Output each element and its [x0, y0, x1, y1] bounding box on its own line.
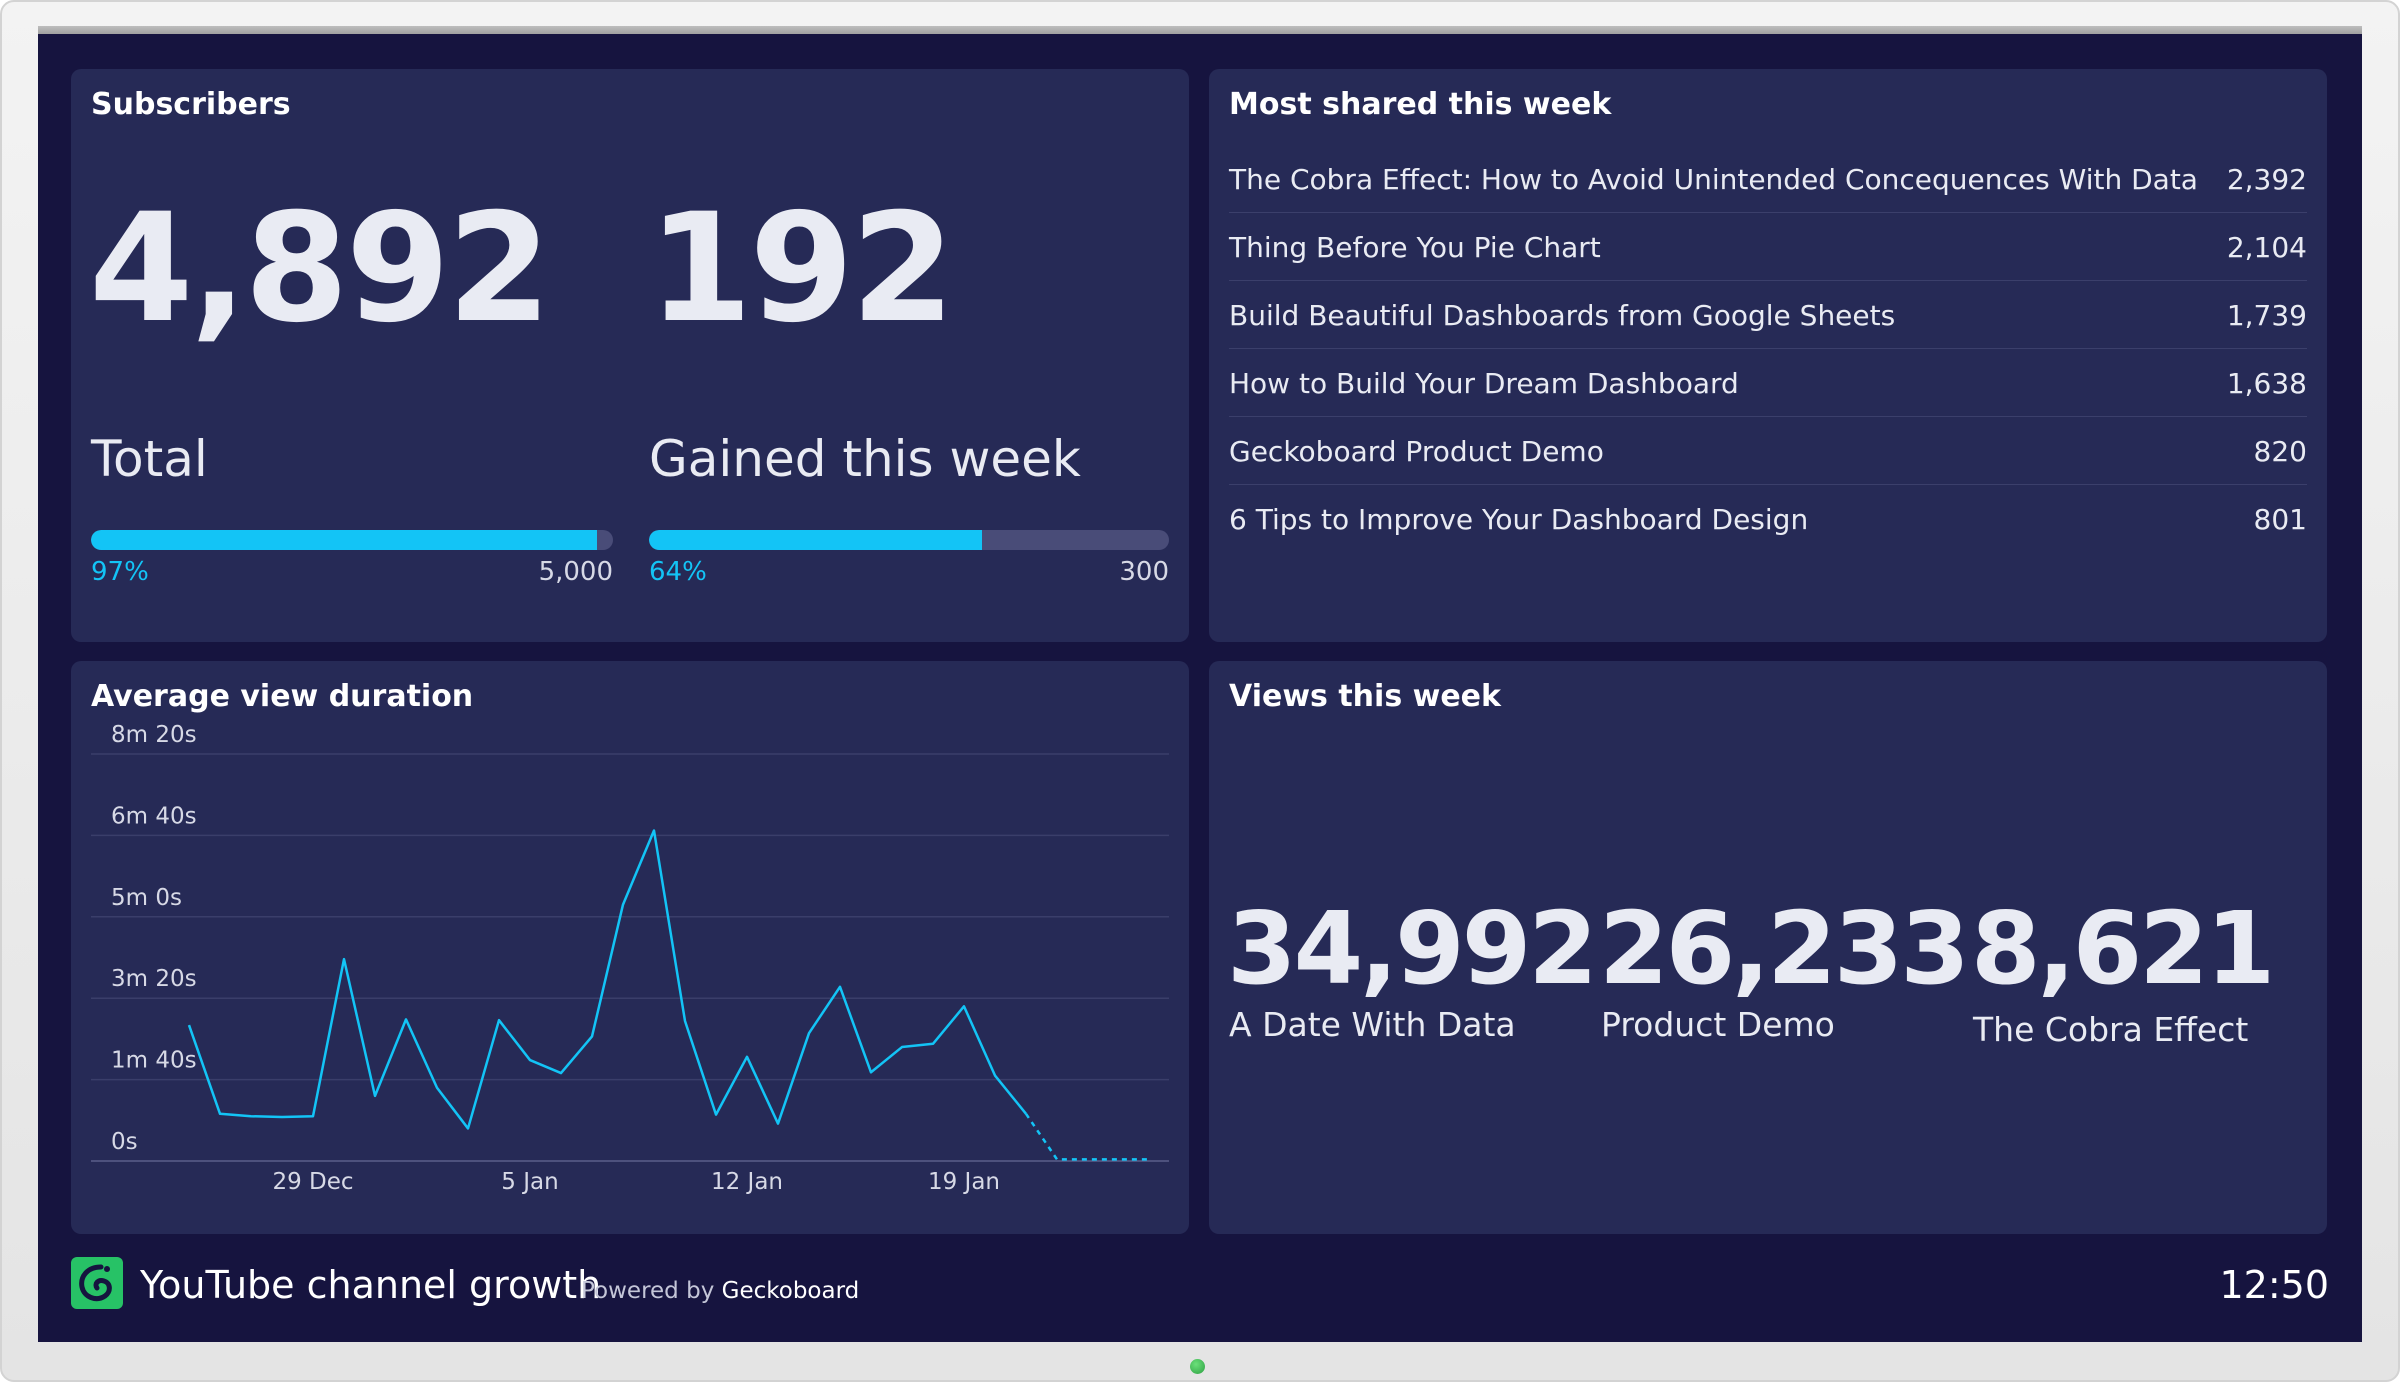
gained-progress-percent: 64% — [649, 557, 707, 587]
total-subscribers-label: Total — [91, 430, 208, 488]
tv-top-edge — [38, 26, 2362, 36]
views-label-0: A Date With Data — [1229, 1005, 1516, 1044]
y-tick-label: 6m 40s — [111, 803, 197, 829]
list-item[interactable]: Build Beautiful Dashboards from Google S… — [1229, 281, 2307, 349]
shared-item-count: 1,638 — [2226, 367, 2307, 400]
list-item[interactable]: Geckoboard Product Demo 820 — [1229, 417, 2307, 485]
shared-item-title: Geckoboard Product Demo — [1229, 435, 1604, 468]
dashboard-title: YouTube channel growth — [140, 1263, 602, 1307]
avg-view-duration-chart: 0s 1m 40s 3m 20s 5m 0s 6m 40s 8m 20s 29 Dec 5 J… — [91, 722, 1169, 1195]
views-this-week-title: Views this week — [1229, 679, 1501, 714]
views-label-2: The Cobra Effect — [1973, 1010, 2249, 1049]
x-tick-label: 29 Dec — [272, 1169, 353, 1195]
list-item[interactable]: Thing Before You Pie Chart 2,104 — [1229, 213, 2307, 281]
shared-item-title: Thing Before You Pie Chart — [1229, 231, 1601, 264]
power-led — [1190, 1359, 1205, 1374]
total-progress-percent: 97% — [91, 557, 149, 587]
series-line — [187, 829, 1027, 1130]
powered-by: Powered by Geckoboard — [581, 1278, 859, 1304]
most-shared-widget[interactable]: Most shared this week The Cobra Effect: … — [1209, 69, 2327, 642]
views-value-2: 8,621 — [1971, 890, 2275, 1007]
shared-item-title: How to Build Your Dream Dashboard — [1229, 367, 1739, 400]
y-tick-label: 3m 20s — [111, 966, 197, 992]
x-tick-label: 12 Jan — [711, 1169, 783, 1195]
series-line-projection — [1024, 1113, 1150, 1161]
y-tick-label: 1m 40s — [111, 1048, 197, 1074]
shared-item-count: 801 — [2253, 503, 2307, 536]
list-item[interactable]: The Cobra Effect: How to Avoid Unintende… — [1229, 145, 2307, 213]
gained-subscribers-value: 192 — [648, 182, 955, 356]
shared-item-count: 1,739 — [2226, 299, 2307, 332]
total-progress-goal: 5,000 — [538, 557, 613, 587]
total-progress-bar — [91, 530, 613, 550]
x-tick-label: 5 Jan — [501, 1169, 558, 1195]
shared-item-title: Build Beautiful Dashboards from Google S… — [1229, 299, 1896, 332]
avg-view-duration-title: Average view duration — [91, 679, 474, 714]
views-label-1: Product Demo — [1601, 1005, 1835, 1044]
shared-item-title: The Cobra Effect: How to Avoid Unintende… — [1229, 163, 2198, 196]
y-tick-label: 5m 0s — [111, 885, 182, 911]
gained-subscribers-label: Gained this week — [649, 430, 1081, 488]
shared-item-count: 820 — [2253, 435, 2307, 468]
views-value-0: 34,992 — [1227, 890, 1598, 1007]
total-progress-fill — [91, 530, 598, 550]
shared-item-title: 6 Tips to Improve Your Dashboard Design — [1229, 503, 1809, 536]
most-shared-list: The Cobra Effect: How to Avoid Unintende… — [1229, 145, 2307, 553]
gained-progress-fill — [649, 530, 982, 550]
subscribers-title: Subscribers — [91, 87, 291, 122]
most-shared-title: Most shared this week — [1229, 87, 1612, 122]
views-value-1: 26,233 — [1599, 890, 1970, 1007]
list-item[interactable]: How to Build Your Dream Dashboard 1,638 — [1229, 349, 2307, 417]
gained-progress-bar — [649, 530, 1169, 550]
clock-time: 12:50 — [2219, 1263, 2329, 1307]
views-this-week-widget[interactable]: Views this week 34,992 A Date With Data … — [1209, 661, 2327, 1234]
shared-item-count: 2,104 — [2226, 231, 2307, 264]
dashboard-screen: Subscribers 4,892 Total 97% 5,000 192 Ga… — [38, 34, 2362, 1342]
shared-item-count: 2,392 — [2226, 163, 2307, 196]
gained-progress-goal: 300 — [1119, 557, 1169, 587]
total-subscribers-value: 4,892 — [89, 182, 551, 356]
geckoboard-logo-icon — [71, 1257, 123, 1309]
x-tick-label: 19 Jan — [928, 1169, 1000, 1195]
subscribers-widget[interactable]: Subscribers 4,892 Total 97% 5,000 192 Ga… — [71, 69, 1189, 642]
powered-by-brand[interactable]: Geckoboard — [721, 1278, 860, 1304]
list-item[interactable]: 6 Tips to Improve Your Dashboard Design … — [1229, 485, 2307, 553]
avg-view-duration-widget[interactable]: Average view duration 0s 1m 40s 3m 20s 5m 0… — [71, 661, 1189, 1234]
powered-by-prefix: Powered by — [581, 1278, 715, 1304]
y-tick-label: 0s — [111, 1129, 138, 1155]
y-tick-label: 8m 20s — [111, 722, 197, 748]
